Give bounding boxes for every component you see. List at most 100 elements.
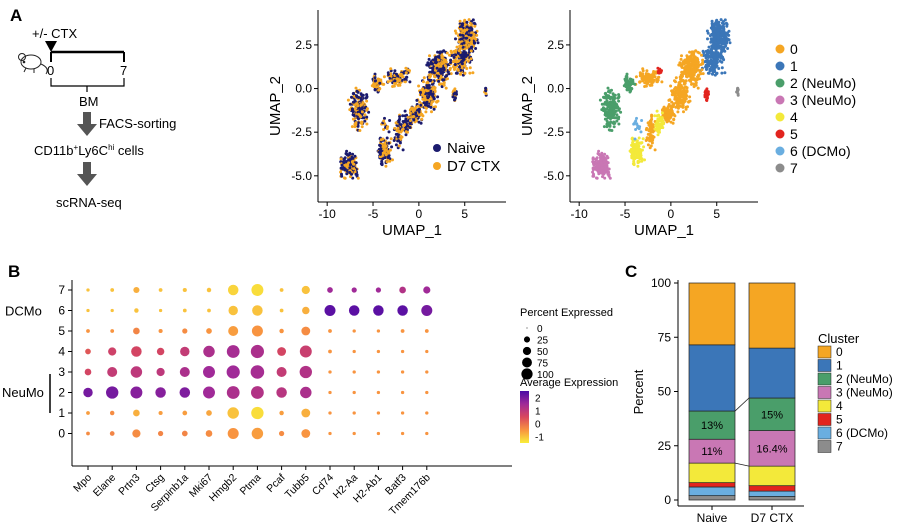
expression-dot <box>110 308 114 313</box>
data-point <box>700 53 703 57</box>
expression-dot <box>86 329 90 333</box>
bar-annotation: 16.4% <box>756 443 787 455</box>
data-point <box>448 53 451 57</box>
y-tick-label: 2.5 <box>547 38 564 52</box>
expression-dot <box>352 329 356 333</box>
data-point <box>641 79 645 83</box>
data-point <box>459 68 463 72</box>
data-point <box>404 66 408 70</box>
data-point <box>408 111 412 115</box>
data-point <box>415 119 419 123</box>
data-point <box>442 81 446 85</box>
data-point <box>428 76 431 79</box>
data-point <box>647 72 650 76</box>
data-point <box>726 37 730 41</box>
expression-dot <box>425 349 429 354</box>
data-point <box>460 59 464 63</box>
data-point <box>434 105 437 109</box>
data-point <box>679 104 683 108</box>
legend-label: 3 (NeuMo) <box>836 386 893 400</box>
data-point <box>677 100 681 104</box>
size-legend-dot <box>522 357 532 368</box>
data-point <box>460 62 464 66</box>
data-point <box>373 76 377 80</box>
data-point <box>359 98 363 102</box>
data-point <box>380 161 384 165</box>
data-point <box>689 74 692 78</box>
data-point <box>678 96 682 100</box>
data-point <box>606 86 610 90</box>
data-point <box>436 62 440 66</box>
data-point <box>720 66 724 70</box>
data-point <box>680 79 684 83</box>
expression-dot <box>328 411 332 415</box>
data-point <box>706 56 710 59</box>
data-point <box>459 72 462 76</box>
data-point <box>655 109 659 113</box>
data-point <box>398 141 402 145</box>
expression-dot <box>250 344 264 359</box>
expression-dot <box>158 288 163 292</box>
data-point <box>615 106 619 110</box>
color-legend-tick: 0 <box>535 420 541 431</box>
data-point <box>597 149 601 153</box>
data-point <box>393 126 397 130</box>
data-point <box>382 128 386 131</box>
data-point <box>405 113 409 117</box>
data-point <box>386 156 390 159</box>
data-point <box>453 96 457 100</box>
x-tick-label: 0 <box>668 207 675 221</box>
x-tick-label: -5 <box>368 207 379 221</box>
data-point <box>412 118 416 122</box>
data-point <box>454 56 458 59</box>
data-point <box>718 59 722 63</box>
size-legend-label: 0 <box>537 324 543 335</box>
data-point <box>390 145 394 149</box>
data-point <box>401 127 405 131</box>
data-point <box>367 110 371 114</box>
expression-dot <box>302 306 310 315</box>
data-point <box>678 61 682 65</box>
data-point <box>612 120 616 124</box>
data-point <box>389 137 393 141</box>
data-point <box>426 91 430 95</box>
data-point <box>602 95 605 99</box>
legend-label: 2 (NeuMo) <box>790 75 856 91</box>
data-point <box>594 161 598 165</box>
expression-dot <box>179 387 191 398</box>
data-point <box>448 68 452 72</box>
data-point <box>612 93 616 97</box>
legend-swatch <box>817 345 832 359</box>
data-point <box>356 121 360 125</box>
data-point <box>473 41 476 45</box>
data-point <box>694 83 698 87</box>
expression-dot <box>109 410 115 416</box>
data-point <box>705 96 709 100</box>
expression-dot <box>203 345 215 358</box>
data-point <box>716 36 720 40</box>
data-point <box>612 107 616 111</box>
expression-dot <box>110 288 115 292</box>
data-point <box>714 57 718 61</box>
data-point <box>661 119 664 122</box>
expression-dot <box>134 308 139 313</box>
data-point <box>348 108 352 112</box>
data-point <box>711 44 715 48</box>
data-point <box>679 86 683 90</box>
data-point <box>605 154 609 158</box>
data-point <box>357 112 361 116</box>
data-point <box>417 120 421 124</box>
expression-dot <box>352 390 356 395</box>
data-point <box>404 133 408 137</box>
data-point <box>686 105 689 109</box>
data-point <box>408 122 412 126</box>
data-point <box>341 166 345 170</box>
expression-dot <box>86 308 90 313</box>
data-point <box>725 41 728 45</box>
data-point <box>648 126 652 130</box>
data-point <box>458 65 461 69</box>
data-point <box>384 152 388 156</box>
data-point <box>425 89 429 93</box>
data-point <box>656 66 660 70</box>
